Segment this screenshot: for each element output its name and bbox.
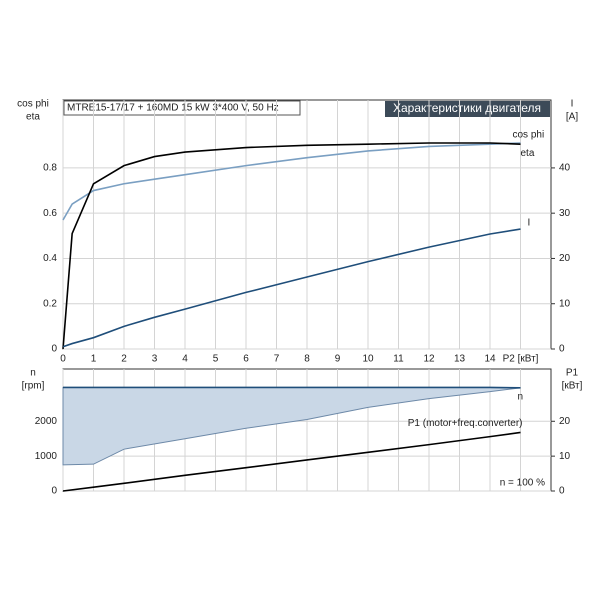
x-tick-label: 14 [484,354,496,365]
series-label: cos phi [513,130,545,141]
x-tick-label: P2 [кВт] [503,354,539,365]
x-tick-label: 5 [213,354,219,365]
y2-tick-label: 10 [559,451,571,462]
y-tick-label: 2000 [35,416,58,427]
header: MTRE15-17/17 + 160MD 15 kW 3*400 V, 50 H… [67,103,279,114]
x-tick-label: 8 [304,354,310,365]
series-label: n [518,391,524,402]
y-tick-label: 0.6 [43,208,57,219]
x-tick-label: 6 [243,354,249,365]
y2-tick-label: 10 [559,298,571,309]
x-tick-label: 13 [454,354,466,365]
y2-axis-label: P1 [566,368,579,379]
x-tick-label: 4 [182,354,188,365]
x-tick-label: 9 [335,354,341,365]
y2-tick-label: 0 [559,344,565,355]
y2-tick-label: 0 [559,486,565,497]
y2-axis-label: [кВт] [562,381,583,392]
y-axis-label: cos phi [17,99,49,110]
y-tick-label: 0.8 [43,163,57,174]
chart-title: Характеристики двигателя [393,101,541,115]
series-label: eta [521,148,535,159]
x-tick-label: 3 [152,354,158,365]
x-tick-label: 0 [60,354,66,365]
y-axis-label: eta [26,112,40,123]
y2-axis-label: [A] [566,112,578,123]
y2-tick-label: 20 [559,416,571,427]
y-tick-label: 1000 [35,451,58,462]
y-tick-label: 0.2 [43,298,57,309]
y2-tick-label: 40 [559,163,571,174]
y-axis-label: n [30,368,36,379]
series-label: P1 (motor+freq.converter) [408,418,523,429]
y-tick-label: 0.4 [43,253,57,264]
x-tick-label: 2 [121,354,127,365]
y-axis-label: [rpm] [22,381,45,392]
x-tick-label: 1 [91,354,97,365]
annotation: n = 100 % [500,478,545,489]
x-tick-label: 10 [362,354,374,365]
series-label: I [528,218,531,229]
y-tick-label: 0 [51,486,57,497]
x-tick-label: 7 [274,354,280,365]
x-tick-label: 12 [423,354,435,365]
y-tick-label: 0 [51,344,57,355]
y2-tick-label: 20 [559,253,571,264]
y2-axis-label: I [571,99,574,110]
y2-tick-label: 30 [559,208,571,219]
x-tick-label: 11 [393,354,404,365]
